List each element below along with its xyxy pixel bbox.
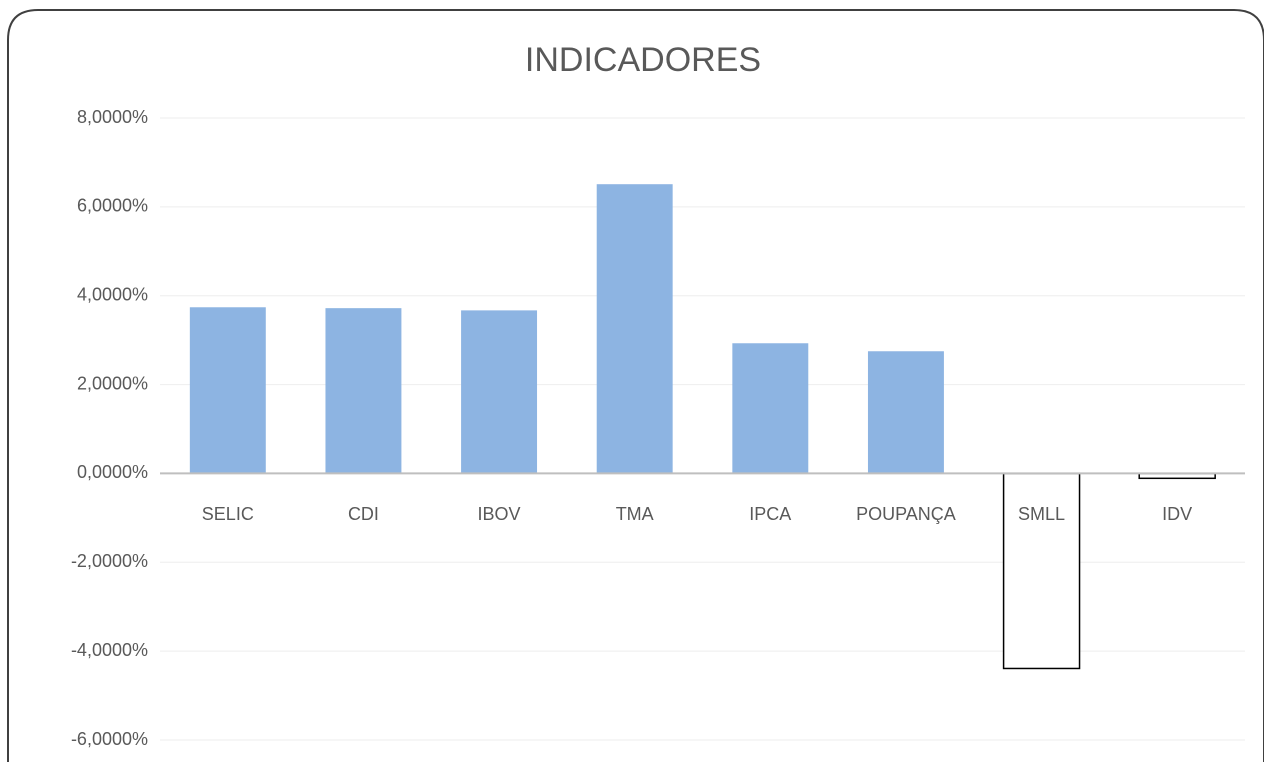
bar	[189, 307, 266, 474]
chart-border	[7, 9, 1264, 762]
chart-title: INDICADORES	[525, 41, 761, 79]
y-tick-label: 2,0000%	[77, 373, 148, 393]
x-tick-label: POUPANÇA	[856, 504, 956, 524]
x-tick-label: CDI	[348, 504, 379, 524]
x-tick-label: SELIC	[202, 504, 254, 524]
bar	[596, 184, 673, 474]
bar	[461, 310, 538, 474]
y-tick-label: -4,0000%	[71, 640, 148, 660]
y-tick-label: 4,0000%	[77, 284, 148, 304]
y-tick-label: 6,0000%	[77, 196, 148, 216]
y-tick-label: 8,0000%	[77, 107, 148, 127]
bar	[325, 308, 402, 474]
x-tick-label: SMLL	[1018, 504, 1065, 524]
bar	[732, 343, 809, 474]
x-tick-label: IPCA	[749, 504, 791, 524]
bar	[1002, 472, 1081, 670]
y-tick-label: -2,0000%	[71, 551, 148, 571]
y-tick-label: 0,0000%	[77, 462, 148, 482]
bar	[867, 351, 944, 474]
x-tick-label: IBOV	[478, 504, 521, 524]
x-tick-label: IDV	[1162, 504, 1192, 524]
y-tick-label: -6,0000%	[71, 729, 148, 749]
x-tick-label: TMA	[616, 504, 654, 524]
